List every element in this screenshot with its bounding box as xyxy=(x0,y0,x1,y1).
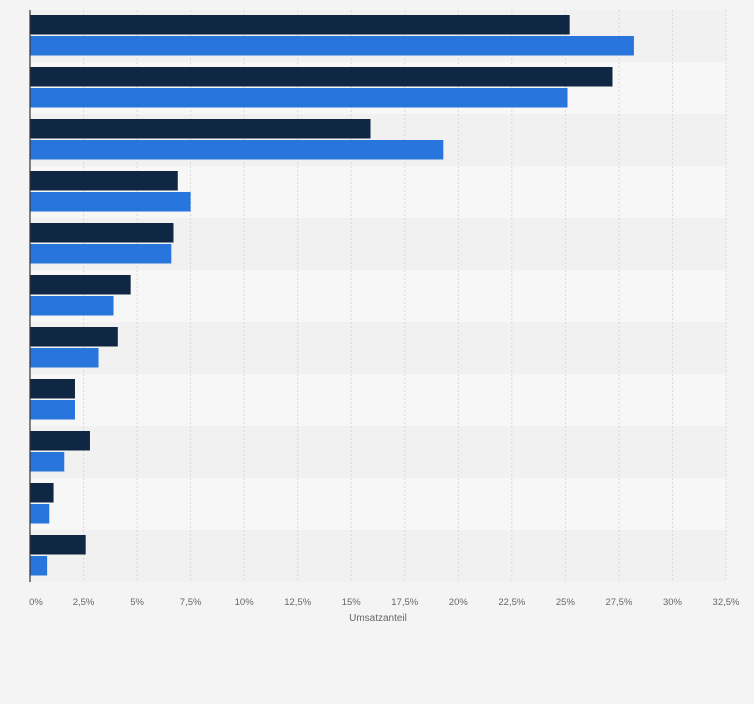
x-tick-label: 12,5% xyxy=(284,597,311,608)
x-tick-label: 17,5% xyxy=(391,597,418,608)
bar xyxy=(30,67,613,87)
bar xyxy=(30,223,174,243)
bar xyxy=(30,171,178,191)
x-tick-label: 10% xyxy=(235,597,255,608)
x-tick-label: 32,5% xyxy=(713,597,740,608)
bar xyxy=(30,431,90,451)
x-tick-label: 2,5% xyxy=(73,597,95,608)
category-band xyxy=(30,426,726,478)
bar xyxy=(30,244,172,264)
bar xyxy=(30,88,568,108)
bar xyxy=(30,275,131,295)
x-tick-label: 5% xyxy=(130,597,144,608)
category-band xyxy=(30,270,726,322)
x-tick-label: 25% xyxy=(556,597,576,608)
x-tick-label: 20% xyxy=(449,597,469,608)
bar xyxy=(30,348,99,368)
bar xyxy=(30,535,86,555)
bar xyxy=(30,36,634,56)
bar xyxy=(30,119,371,139)
x-tick-label: 7,5% xyxy=(180,597,202,608)
bar xyxy=(30,192,191,212)
bar xyxy=(30,452,65,472)
x-tick-label: 22,5% xyxy=(498,597,525,608)
bar xyxy=(30,140,444,160)
category-band xyxy=(30,322,726,374)
bars xyxy=(30,15,634,576)
category-band xyxy=(30,374,726,426)
x-tick-label: 30% xyxy=(663,597,683,608)
bar xyxy=(30,556,48,576)
grid-lines xyxy=(83,10,727,582)
bar xyxy=(30,15,570,35)
x-tick-label: 15% xyxy=(342,597,362,608)
x-tick-label: 0% xyxy=(29,597,43,608)
bar xyxy=(30,483,54,503)
x-tick-labels: 0% 2,5% 5% 7,5% 10% 12,5% 15% 17,5% 20% 22,5% 25% 2… xyxy=(29,597,740,608)
bar xyxy=(30,400,75,420)
category-band xyxy=(30,530,726,582)
category-band xyxy=(30,478,726,530)
x-axis-label: Umsatzanteil xyxy=(349,613,407,624)
bar xyxy=(30,504,50,524)
bar xyxy=(30,327,118,347)
bar xyxy=(30,379,75,399)
x-tick-label: 27,5% xyxy=(605,597,632,608)
bar xyxy=(30,296,114,316)
